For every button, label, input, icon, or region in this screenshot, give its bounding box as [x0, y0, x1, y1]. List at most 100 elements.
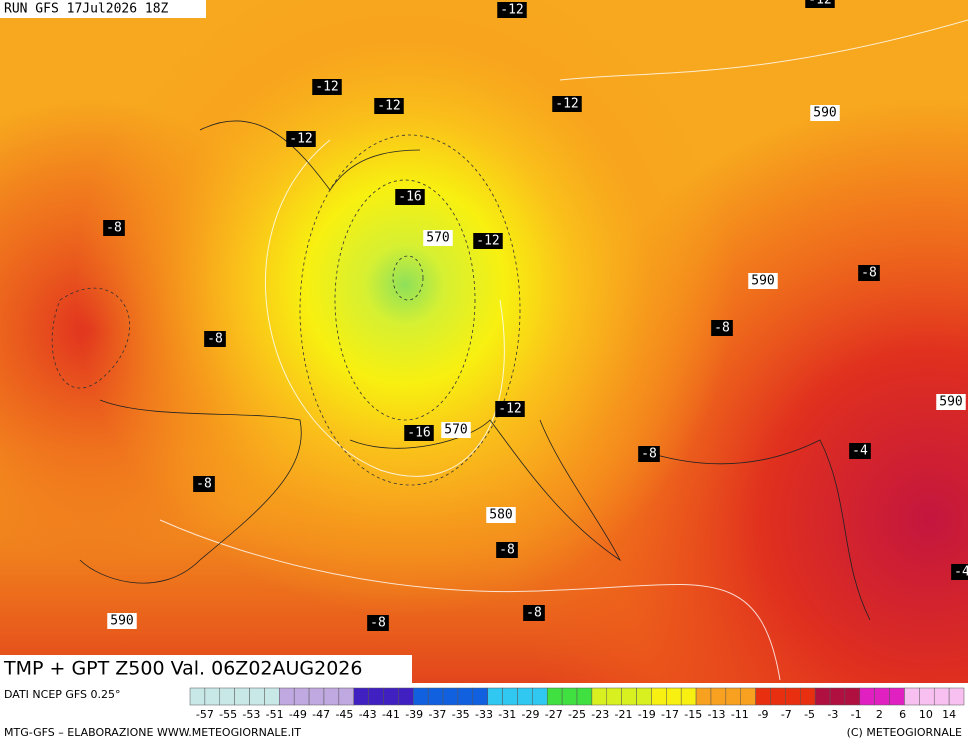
colorbar-swatch — [383, 687, 399, 706]
map-label-text: -16 — [407, 426, 430, 441]
map-label-box — [473, 233, 503, 249]
map-label-text: -12 — [476, 234, 499, 249]
map-label: -12 — [312, 79, 342, 95]
colorbar-tick-label: -49 — [289, 708, 307, 721]
colorbar-swatch — [651, 687, 667, 706]
copyright-label: (C) METEOGIORNALE — [847, 726, 962, 739]
colorbar-swatch — [279, 687, 295, 706]
map-label-text: -8 — [106, 221, 122, 236]
map-label-text: -4 — [852, 444, 868, 459]
colorbar-tick-label: -15 — [684, 708, 702, 721]
colorbar-swatch — [933, 687, 950, 706]
map-label-text: 580 — [489, 508, 512, 523]
colorbar-swatch — [606, 687, 622, 706]
colorbar-tick-label: -37 — [428, 708, 446, 721]
colorbar-tick-label: 14 — [942, 708, 956, 721]
map-label-box — [711, 320, 733, 336]
colorbar-swatch — [874, 687, 890, 706]
map-label-box — [748, 273, 778, 289]
source-label: DATI NCEP GFS 0.25° — [4, 688, 121, 701]
map-label: 590 — [107, 613, 137, 629]
map-label: -8 — [103, 220, 125, 236]
colorbar-swatch — [770, 687, 786, 706]
colorbar-swatch — [532, 687, 548, 706]
colorbar-tick-label: -51 — [266, 708, 284, 721]
map-label: -8 — [193, 476, 215, 492]
colorbar-swatch — [889, 687, 905, 706]
map-label: -4 — [951, 564, 968, 580]
colorbar-swatch — [442, 687, 459, 706]
map-label-box — [286, 131, 316, 147]
colorbar-swatch — [636, 687, 652, 706]
colorbar-tick-label: -1 — [851, 708, 862, 721]
colorbar-swatch — [576, 687, 593, 706]
colorbar-swatch — [338, 687, 354, 706]
colorbar-swatch — [591, 687, 608, 706]
map-label: -16 — [404, 425, 434, 441]
map-label-box — [486, 507, 516, 523]
map-label: 580 — [486, 507, 516, 523]
map-label-text: -12 — [498, 402, 521, 417]
colorbar-swatch — [621, 687, 637, 706]
colorbar-swatch — [725, 687, 741, 706]
isotherms — [51, 134, 521, 486]
map-label: 590 — [810, 105, 840, 121]
map-label-text: -12 — [289, 132, 312, 147]
colorbar-tick-label: -13 — [708, 708, 726, 721]
map-label-text: -16 — [398, 190, 421, 205]
colorbar-swatch — [755, 687, 771, 706]
colorbar-swatch — [234, 687, 250, 706]
colorbar-tick-label: -3 — [827, 708, 838, 721]
map-label-text: 590 — [939, 395, 962, 410]
run-label: RUN GFS 17Jul2026 18Z — [4, 2, 169, 17]
colorbar-swatch — [561, 687, 578, 706]
colorbar-swatch — [904, 687, 920, 706]
title-box — [0, 655, 412, 683]
colorbar-tick-label: -55 — [219, 708, 237, 721]
map-label-box — [858, 265, 880, 281]
map-label: -8 — [496, 542, 518, 558]
colorbar-swatch — [308, 687, 325, 706]
map-label-text: -12 — [377, 99, 400, 114]
map-label-box — [638, 446, 660, 462]
colorbar-swatch — [740, 687, 756, 706]
colorbar-swatch — [457, 687, 474, 706]
colorbar-swatch — [829, 687, 846, 706]
colorbar-swatch — [844, 687, 861, 706]
map-label-box — [312, 79, 342, 95]
map-label-text: -8 — [641, 447, 657, 462]
colorbar-swatch — [546, 687, 563, 706]
map-label: -8 — [858, 265, 880, 281]
colorbar-swatch — [368, 687, 384, 706]
map-label: 590 — [936, 394, 966, 410]
map-label: 570 — [441, 422, 471, 438]
map-label-text: 570 — [426, 231, 449, 246]
colorbar-tick-label: -23 — [591, 708, 609, 721]
map-label-box — [395, 189, 425, 205]
colorbar-tick-label: 2 — [876, 708, 883, 721]
map-background — [0, 0, 968, 683]
colorbar-tick-label: 10 — [919, 708, 933, 721]
colorbar-swatch — [293, 687, 310, 706]
colorbar-tick-label: -53 — [242, 708, 260, 721]
map-label: -8 — [638, 446, 660, 462]
colorbar-swatch — [680, 687, 697, 706]
coastlines — [79, 120, 871, 621]
map-label-text: -12 — [500, 3, 523, 18]
colorbar-tick-label: -45 — [335, 708, 353, 721]
map-label-text: -12 — [315, 80, 338, 95]
colorbar-tick-label: 6 — [899, 708, 906, 721]
colorbar-tick-label: -47 — [312, 708, 330, 721]
map-label-text: -8 — [499, 543, 515, 558]
colorbar-swatch — [189, 687, 206, 706]
colorbar-swatch — [814, 687, 831, 706]
map-label-box — [107, 613, 137, 629]
map-label-text: -4 — [954, 565, 968, 580]
map-label-box — [367, 615, 389, 631]
map-label-box — [810, 105, 840, 121]
map-label-box — [495, 401, 525, 417]
map-label: -12 — [374, 98, 404, 114]
map-label-text: -8 — [207, 332, 223, 347]
map-label: -12 — [805, 0, 835, 8]
map-label: -8 — [523, 605, 545, 621]
